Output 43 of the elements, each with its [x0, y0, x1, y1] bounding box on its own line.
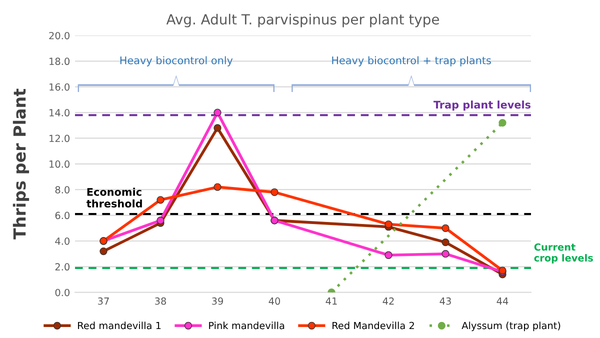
y-axis-title: Thrips per Plant — [12, 88, 30, 240]
point — [442, 250, 450, 258]
ref-line-label: Economic threshold — [86, 188, 142, 208]
legend-label: Red Mandevilla 2 — [332, 322, 414, 330]
annotation: Heavy biocontrol only — [120, 56, 233, 66]
point — [156, 216, 164, 224]
x-tick-label: 39 — [212, 297, 223, 305]
x-tick-label: 40 — [268, 297, 280, 305]
point — [442, 238, 450, 246]
ref-line-label: Current crop levels — [534, 243, 593, 264]
point — [442, 224, 450, 232]
y-tick-label: 14.0 — [50, 109, 70, 116]
point — [214, 183, 222, 191]
y-tick-label: 16.0 — [50, 83, 70, 91]
x-tick-label: 42 — [382, 297, 394, 305]
y-tick-label: 2.0 — [55, 263, 70, 271]
x-tick-label: 41 — [326, 298, 337, 305]
annotation: Heavy biocontrol + trap plants — [332, 56, 491, 66]
legend-label: Red mandevilla 1 — [78, 322, 161, 330]
y-tick-label: 10.0 — [50, 160, 70, 168]
y-tick-label: 6.0 — [55, 212, 70, 220]
chart-title: Avg. Adult T. parvispinus per plant type — [166, 14, 439, 28]
x-tick-label: 43 — [440, 297, 451, 305]
y-tick-label: 18.0 — [50, 58, 70, 66]
point — [156, 196, 164, 204]
point — [384, 220, 392, 228]
point — [498, 119, 506, 127]
y-tick-label: 12.0 — [50, 134, 70, 142]
legend-label: Alyssum (trap plant) — [462, 322, 560, 332]
point — [100, 247, 108, 256]
y-tick-label: 0.0 — [55, 288, 70, 296]
point — [214, 108, 222, 116]
y-tick-label: 4.0 — [55, 237, 70, 245]
point — [270, 188, 278, 196]
x-tick-label: 44 — [496, 298, 508, 305]
x-tick-label: 37 — [98, 297, 109, 305]
x-tick-label: 38 — [155, 297, 166, 305]
ref-line-label: Trap plant levels — [434, 100, 531, 111]
legend-label: Pink mandevilla — [209, 322, 284, 330]
point — [384, 251, 392, 259]
y-tick-label: 8.0 — [55, 186, 70, 194]
y-tick-label: 20.0 — [49, 32, 70, 40]
point — [214, 124, 222, 132]
